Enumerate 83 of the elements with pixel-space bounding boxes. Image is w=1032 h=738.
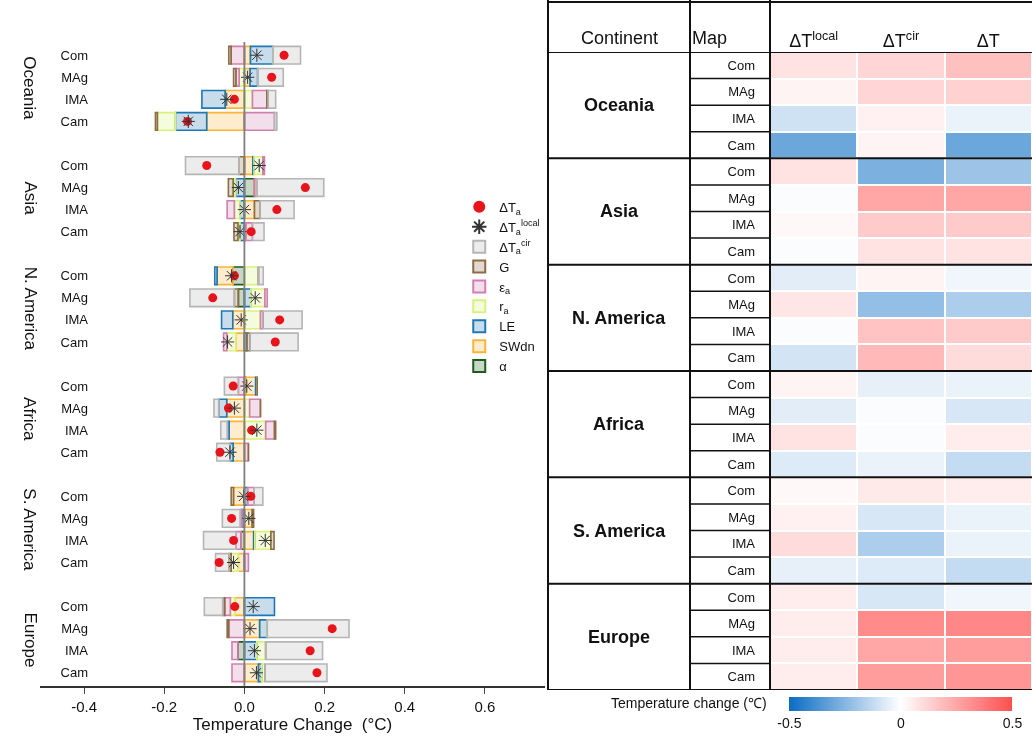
y-tick-label: Cam [727, 669, 755, 685]
y-tick-label: MAg [61, 69, 88, 85]
y-tick-label: IMA [731, 111, 756, 127]
y-tick-label: IMA [64, 422, 89, 438]
y-tick-label: Cam [60, 113, 88, 129]
y-tick-label: MAg [61, 290, 88, 306]
y-tick-label: Com [727, 270, 755, 286]
text: Oceania [20, 56, 40, 121]
text: N. America [20, 266, 40, 351]
x-tick-label: 0.4 [394, 697, 416, 715]
y-tick-label: MAg [728, 297, 755, 313]
y-tick-label: MAg [61, 400, 88, 416]
y-tick-label: Com [727, 376, 755, 392]
x-tick-label: 0.2 [314, 697, 335, 715]
y-tick-label: Cam [727, 350, 755, 366]
y-tick-label: Com [727, 483, 755, 499]
y-tick-label: Cam [727, 562, 755, 578]
text: Africa [20, 397, 40, 442]
y-tick-label: Com [727, 164, 755, 180]
legend-label: ε$_{a}$ [499, 279, 512, 297]
legend-label: LE [499, 319, 516, 335]
legend-label: SWdn [499, 339, 535, 355]
text: Asia [600, 201, 640, 221]
legend-label: r$_{a}$ [499, 299, 510, 317]
color-bar-label: 0.5 [1002, 715, 1023, 732]
y-tick-label: Com [60, 488, 88, 504]
y-tick-label: IMA [64, 643, 89, 659]
y-tick-label: Cam [727, 243, 755, 259]
text: N. America [572, 308, 667, 328]
y-tick-label: Cam [727, 137, 755, 153]
y-tick-label: Com [60, 599, 88, 615]
y-tick-label: Com [60, 268, 88, 284]
y-tick-label: Com [727, 589, 755, 605]
y-tick-label: Cam [60, 224, 88, 240]
color-bar-title: Temperature change (℃) [611, 695, 767, 711]
y-tick-label: Cam [60, 334, 88, 350]
color-bar-label: 0 [897, 715, 906, 732]
text: Europe [20, 612, 40, 668]
y-tick-label: Com [60, 378, 88, 394]
legend-label: G [499, 259, 510, 275]
y-tick-label: IMA [731, 323, 756, 339]
x-tick-label: 0.0 [233, 697, 255, 715]
text: S. America [20, 488, 40, 572]
x-tick-label: 0.6 [474, 697, 496, 715]
y-tick-label: IMA [64, 91, 89, 107]
y-tick-label: Com [60, 158, 88, 174]
text: Map [692, 28, 728, 48]
color-bar-label: -0.5 [777, 715, 802, 732]
y-tick-label: MAg [728, 403, 755, 419]
y-tick-label: IMA [731, 217, 756, 233]
text: Continent [581, 28, 659, 48]
y-tick-label: IMA [731, 642, 756, 658]
text: Oceania [584, 95, 656, 115]
y-tick-label: MAg [61, 621, 88, 637]
x-tick-label: ΔT [976, 31, 1000, 52]
legend-label: α [499, 359, 508, 375]
y-tick-label: IMA [731, 430, 756, 446]
y-tick-label: Cam [60, 665, 88, 681]
y-tick-label: Com [60, 47, 88, 63]
y-tick-label: Cam [60, 555, 88, 571]
text: Asia [20, 181, 40, 216]
y-tick-label: Cam [60, 444, 88, 460]
y-tick-label: MAg [728, 190, 755, 206]
text: S. America [573, 521, 667, 541]
text: Africa [593, 414, 646, 434]
x-tick-label: ΔT$^{local}$ [789, 28, 839, 52]
y-tick-label: MAg [728, 509, 755, 525]
y-tick-label: MAg [728, 84, 755, 100]
y-tick-label: IMA [64, 202, 89, 218]
x-tick-label: ΔT$^{cir}$ [882, 28, 920, 52]
legend-label: ΔT$_{a}$ [499, 199, 522, 217]
text: Europe [588, 627, 651, 647]
y-tick-label: MAg [728, 616, 755, 632]
x-tick-label: -0.4 [71, 697, 98, 715]
x-tick-label: -0.2 [151, 697, 178, 715]
y-tick-label: MAg [61, 180, 88, 196]
y-tick-label: IMA [731, 536, 756, 552]
y-tick-label: Cam [727, 456, 755, 472]
y-tick-label: IMA [64, 312, 89, 328]
y-tick-label: MAg [61, 510, 88, 526]
x-axis-title: Temperature Change (°C) [192, 714, 393, 734]
y-tick-label: IMA [64, 532, 89, 548]
y-tick-label: Com [727, 57, 755, 73]
